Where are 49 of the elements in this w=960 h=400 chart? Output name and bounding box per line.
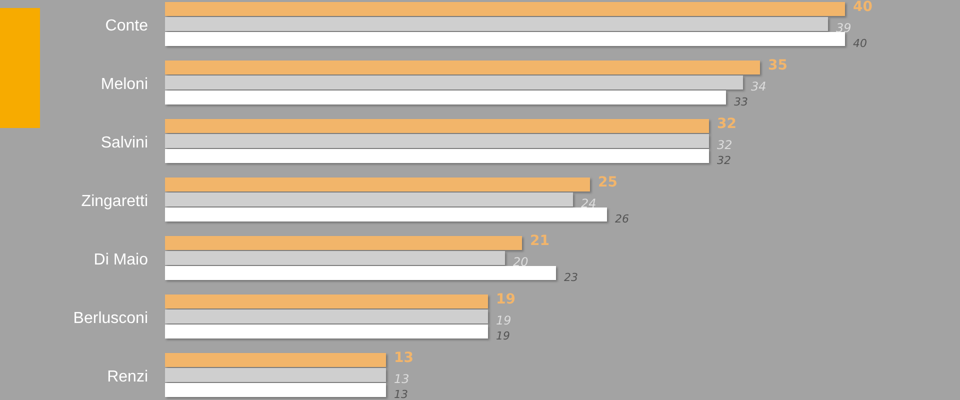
bar xyxy=(165,368,386,382)
bar xyxy=(165,353,386,367)
y-tick-label: Salvini xyxy=(100,134,148,152)
data-label: 19 xyxy=(496,314,512,328)
data-label: 32 xyxy=(717,116,736,132)
data-label: 19 xyxy=(496,329,510,342)
bar xyxy=(165,90,726,104)
data-label: 20 xyxy=(513,255,529,270)
data-label: 34 xyxy=(751,80,766,94)
bar xyxy=(165,60,760,74)
data-label: 25 xyxy=(598,174,618,190)
bar xyxy=(165,310,488,324)
bar xyxy=(165,149,709,163)
bar xyxy=(165,266,556,280)
bar xyxy=(165,32,845,46)
data-label: 23 xyxy=(564,270,578,284)
bar xyxy=(165,2,845,16)
bar xyxy=(165,134,709,148)
data-label: 32 xyxy=(717,154,731,167)
bar xyxy=(165,17,828,31)
bar xyxy=(165,383,386,397)
y-tick-label: Conte xyxy=(105,17,148,34)
bar xyxy=(165,294,488,308)
data-label: 40 xyxy=(853,0,873,15)
data-label: 35 xyxy=(768,57,788,74)
bar xyxy=(165,192,573,206)
y-tick-label: Berlusconi xyxy=(73,310,148,327)
bar xyxy=(165,119,709,133)
data-label: 13 xyxy=(394,372,410,386)
y-tick-label: Meloni xyxy=(100,76,148,93)
y-tick-label: Di Maio xyxy=(94,251,148,268)
bar xyxy=(165,76,743,90)
bar xyxy=(165,251,505,265)
data-label: 39 xyxy=(836,21,852,36)
data-label: 40 xyxy=(853,36,867,50)
bar xyxy=(165,236,522,250)
bar xyxy=(165,178,590,192)
data-label: 26 xyxy=(615,212,629,226)
data-label: 21 xyxy=(530,232,550,249)
bar xyxy=(165,208,607,222)
data-label: 13 xyxy=(394,350,414,366)
y-tick-label: Renzi xyxy=(107,368,148,386)
data-label: 19 xyxy=(496,291,516,308)
bar xyxy=(165,324,488,338)
data-label: 33 xyxy=(734,95,748,108)
y-tick-label: Zingaretti xyxy=(81,192,148,210)
data-label: 32 xyxy=(717,138,732,152)
data-label: 24 xyxy=(581,196,596,211)
data-label: 13 xyxy=(394,388,408,400)
